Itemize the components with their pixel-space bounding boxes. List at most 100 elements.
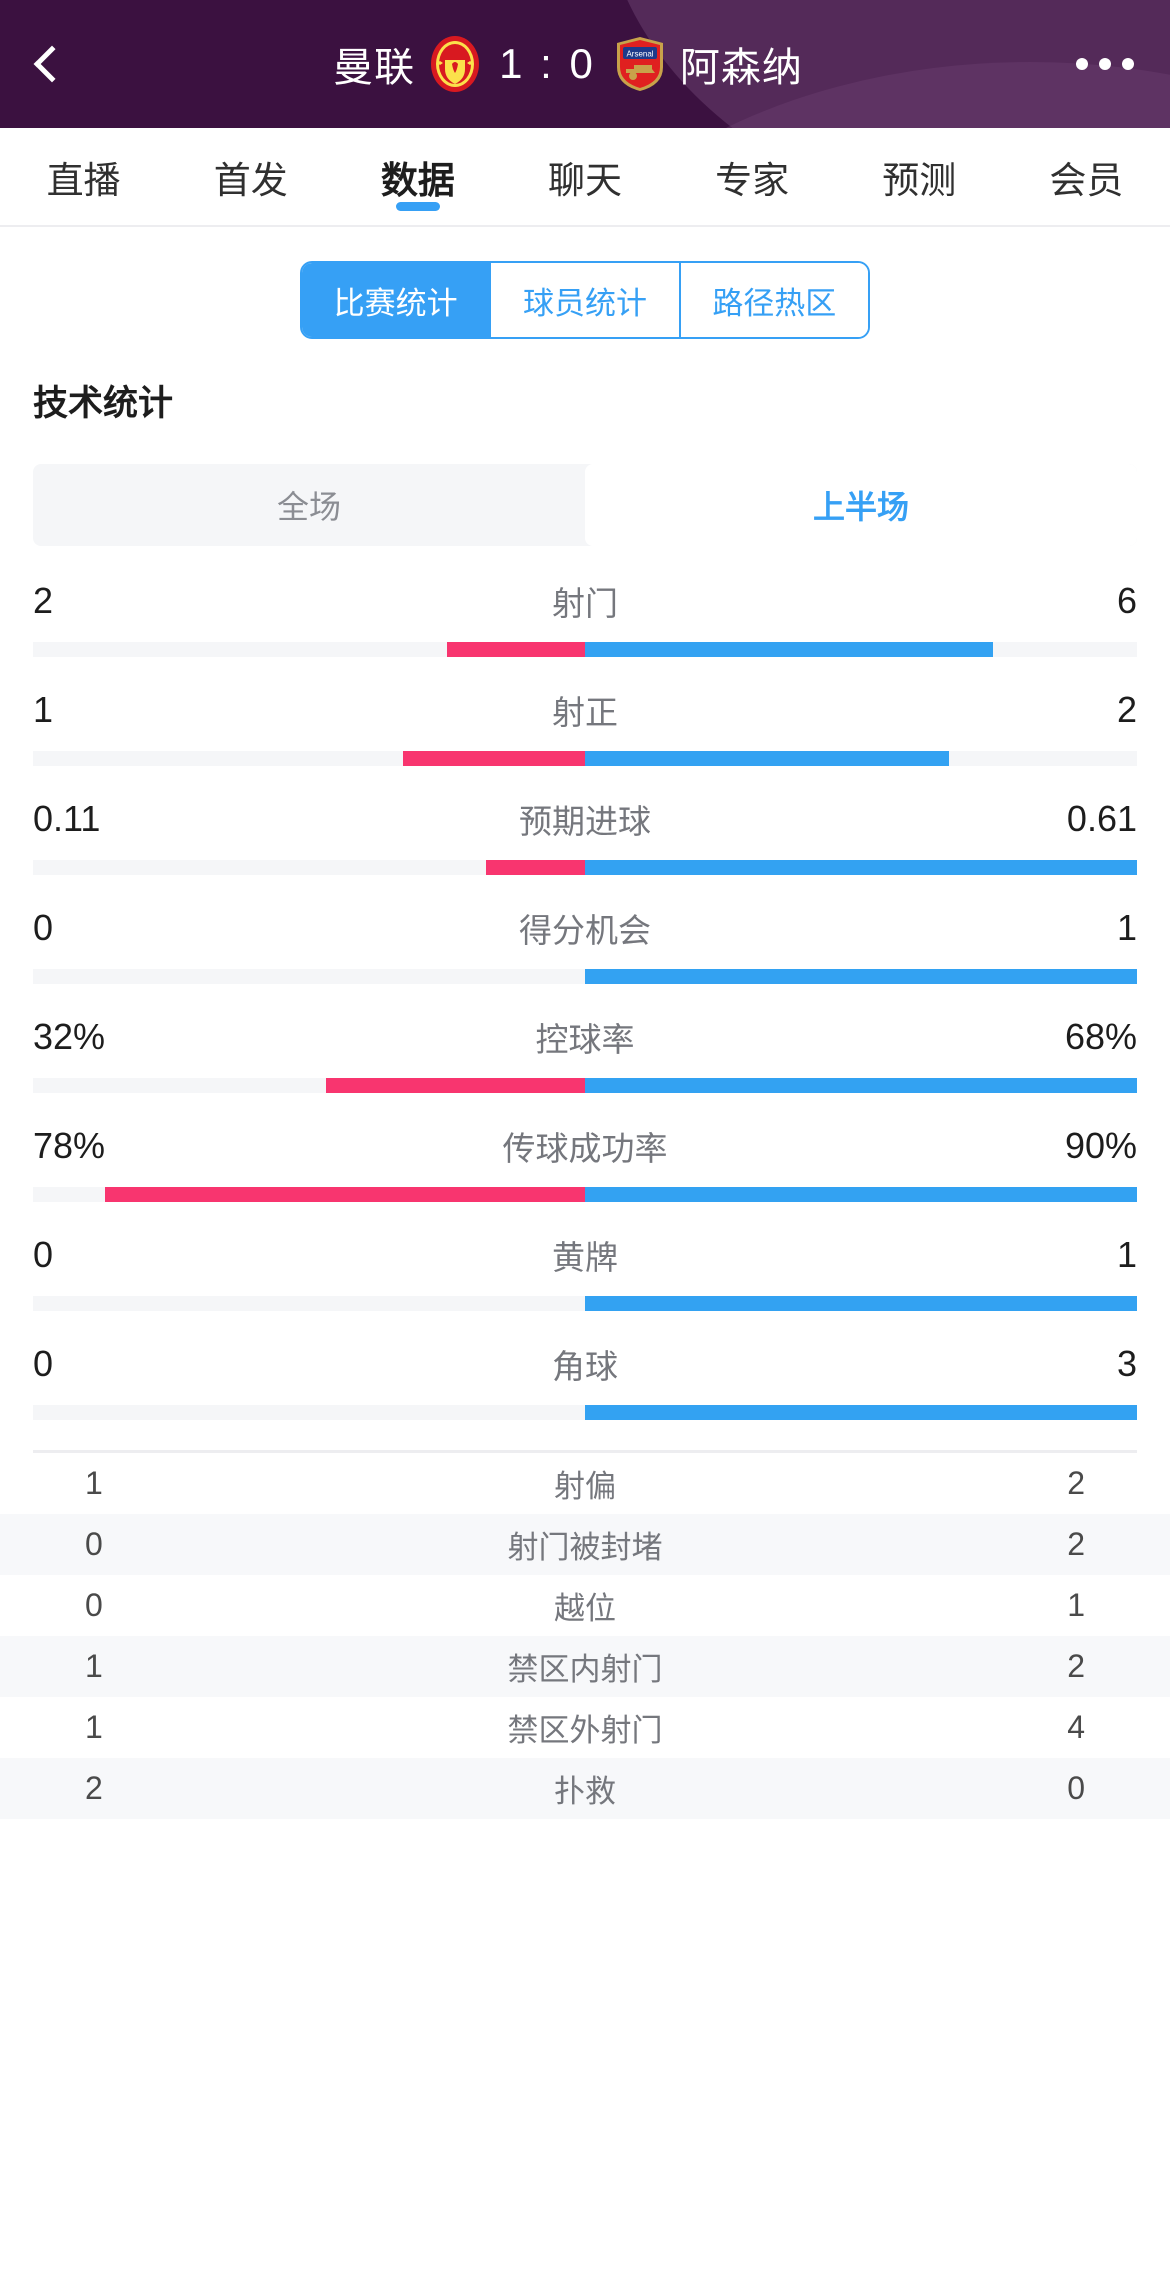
home-bar-fill xyxy=(402,751,585,766)
nav-tab-label: 数据 xyxy=(380,159,455,201)
away-bar-fill xyxy=(585,1405,1137,1420)
away-bar-fill xyxy=(585,969,1137,984)
table-row: 1 禁区外射门 4 xyxy=(0,1697,1170,1758)
away-stat-value: 2 xyxy=(1067,1648,1085,1684)
stats-mode-1[interactable]: 球员统计 xyxy=(491,263,681,337)
away-stat-value: 2 xyxy=(1067,1526,1085,1562)
nav-tab-4[interactable]: 专家 xyxy=(669,128,836,225)
stat-label: 禁区外射门 xyxy=(507,1713,663,1748)
stat-label: 扑救 xyxy=(554,1774,616,1809)
stat-bar-header: 32% 控球率 68% xyxy=(33,1008,1137,1066)
stat-bar-track xyxy=(33,751,1137,766)
stat-bar-track xyxy=(33,1187,1137,1202)
period-option-0[interactable]: 全场 xyxy=(276,489,341,525)
period-option-1[interactable]: 上半场 xyxy=(585,464,1137,546)
page-title: 技术统计 xyxy=(33,384,174,423)
arsenal-crest: Arsenal xyxy=(616,37,663,91)
away-bar-fill xyxy=(585,1296,1137,1311)
stat-bar-track xyxy=(33,860,1137,875)
stats-mode-switcher: 比赛统计 球员统计 路径热区 xyxy=(300,261,870,339)
away-stat-value: 4 xyxy=(1067,1709,1085,1745)
home-stat-value: 1 xyxy=(85,1648,103,1684)
score-value: 1 : 0 xyxy=(499,40,596,87)
away-stat-value: 6 xyxy=(1116,580,1137,621)
bar-stats-list: 2 射门 6 1 射正 2 0.11 预期进球 0.61 0 得分机会 1 32% 控球率 68% 78% 传球… xyxy=(0,546,1170,1420)
stat-label: 得分机会 xyxy=(519,912,651,949)
away-team-name: 阿森纳 xyxy=(679,46,803,90)
scoreline: 曼联 1 : 0 Arsenal 阿森纳 xyxy=(96,35,1040,93)
stat-bar-track xyxy=(33,969,1137,984)
nav-tab-label: 预测 xyxy=(882,159,957,201)
home-stat-value: 2 xyxy=(33,580,54,621)
more-options-button[interactable] xyxy=(1040,0,1170,128)
section-divider xyxy=(33,1450,1137,1453)
stat-label: 射门被封堵 xyxy=(507,1530,663,1565)
home-stat-value: 32% xyxy=(33,1016,106,1057)
table-row: 2 扑救 0 xyxy=(0,1758,1170,1819)
away-bar-fill xyxy=(585,1078,1137,1093)
table-row: 1 禁区内射门 2 xyxy=(0,1636,1170,1697)
home-bar-fill xyxy=(325,1078,585,1093)
home-stat-value: 0 xyxy=(85,1526,103,1562)
nav-tab-6[interactable]: 会员 xyxy=(1003,128,1170,225)
home-stat-value: 0 xyxy=(33,907,54,948)
home-stat-value: 1 xyxy=(85,1465,103,1501)
stat-label: 射正 xyxy=(552,694,618,731)
away-bar-fill xyxy=(585,1187,1137,1202)
nav-tab-label: 直播 xyxy=(46,159,121,201)
away-stat-value: 90% xyxy=(1064,1125,1137,1166)
home-stat-value: 0 xyxy=(33,1343,54,1384)
stat-label: 射偏 xyxy=(554,1469,616,1504)
away-bar-fill xyxy=(585,751,950,766)
nav-tab-5[interactable]: 预测 xyxy=(836,128,1003,225)
nav-tab-0[interactable]: 直播 xyxy=(0,128,167,225)
stat-label: 黄牌 xyxy=(552,1239,618,1276)
home-stat-value: 0 xyxy=(85,1587,103,1623)
stat-bar-row: 32% 控球率 68% xyxy=(0,1008,1170,1093)
home-stat-value: 78% xyxy=(33,1125,106,1166)
nav-tab-1[interactable]: 首发 xyxy=(167,128,334,225)
nav-tabbar: 直播 首发 数据 聊天 专家 预测 会员 xyxy=(0,128,1170,227)
home-bar-fill xyxy=(447,642,585,657)
away-bar-fill xyxy=(585,642,994,657)
home-stat-value: 0 xyxy=(33,1234,54,1275)
more-dots-icon xyxy=(1099,58,1111,70)
away-stat-value: 2 xyxy=(1067,1465,1085,1501)
stat-bar-row: 0 得分机会 1 xyxy=(0,899,1170,984)
nav-tab-3[interactable]: 聊天 xyxy=(501,128,668,225)
stat-bar-row: 0.11 预期进球 0.61 xyxy=(0,790,1170,875)
home-bar-fill xyxy=(104,1187,585,1202)
stat-bar-row: 0 角球 3 xyxy=(0,1335,1170,1420)
back-button[interactable] xyxy=(0,0,96,128)
table-row: 0 射门被封堵 2 xyxy=(0,1514,1170,1575)
stats-mode-2[interactable]: 路径热区 xyxy=(680,263,868,337)
stat-bar-track xyxy=(33,1296,1137,1311)
stat-bar-track xyxy=(33,1405,1137,1420)
stat-label: 射门 xyxy=(552,585,618,622)
away-stat-value: 3 xyxy=(1116,1343,1137,1384)
nav-tab-label: 会员 xyxy=(1049,159,1124,201)
stat-label: 角球 xyxy=(552,1348,618,1385)
away-stat-value: 1 xyxy=(1116,1234,1137,1275)
stat-bar-header: 0.11 预期进球 0.61 xyxy=(33,790,1137,848)
away-stat-value: 0 xyxy=(1067,1770,1085,1806)
home-stat-value: 2 xyxy=(85,1770,103,1806)
stat-label: 传球成功率 xyxy=(502,1130,668,1167)
nav-tab-label: 聊天 xyxy=(547,159,622,201)
stat-label: 控球率 xyxy=(535,1021,635,1058)
table-row: 0 越位 1 xyxy=(0,1575,1170,1636)
home-stat-value: 0.11 xyxy=(33,798,101,839)
stat-bar-header: 1 射正 2 xyxy=(33,681,1137,739)
home-stat-value: 1 xyxy=(85,1709,103,1745)
stat-label: 越位 xyxy=(554,1591,616,1626)
detail-stats-table: 1 射偏 2 0 射门被封堵 2 0 越位 1 1 禁区内射门 2 1 禁区外射门 4 2 扑救 0 xyxy=(0,1453,1170,1819)
nav-tab-2[interactable]: 数据 xyxy=(334,128,501,225)
period-switcher-wrap: 全场 上半场 xyxy=(0,426,1170,546)
svg-text:Arsenal: Arsenal xyxy=(626,50,653,59)
stats-mode-0[interactable]: 比赛统计 xyxy=(302,263,492,337)
more-dots-icon xyxy=(1122,58,1134,70)
home-stat-value: 1 xyxy=(33,689,54,730)
away-stat-value: 0.61 xyxy=(1066,798,1137,839)
period-switcher: 全场 上半场 xyxy=(33,464,1137,546)
stat-bar-header: 2 射门 6 xyxy=(33,572,1137,630)
